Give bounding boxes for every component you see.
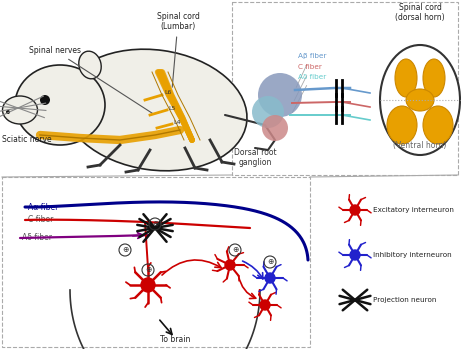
Ellipse shape — [395, 59, 417, 97]
Text: Sciatic nerve: Sciatic nerve — [2, 135, 52, 144]
Ellipse shape — [387, 106, 417, 144]
Text: ⊕: ⊕ — [152, 220, 158, 229]
Text: (dorsal horn): (dorsal horn) — [395, 13, 445, 22]
Ellipse shape — [423, 106, 453, 144]
Text: Inhibitory interneuron: Inhibitory interneuron — [373, 252, 452, 258]
Circle shape — [265, 273, 275, 283]
Text: Spinal cord
(Lumbar): Spinal cord (Lumbar) — [157, 12, 200, 87]
Ellipse shape — [79, 51, 101, 79]
Circle shape — [225, 260, 235, 270]
Circle shape — [262, 115, 288, 141]
Text: ⊕: ⊕ — [145, 266, 151, 275]
Text: Aδ fiber: Aδ fiber — [298, 74, 326, 80]
Text: ⊕: ⊕ — [267, 258, 273, 267]
Ellipse shape — [2, 96, 37, 124]
Text: Aδ fiber: Aδ fiber — [22, 232, 52, 242]
Text: C fiber: C fiber — [298, 64, 322, 70]
Text: Aβ fiber: Aβ fiber — [298, 53, 326, 59]
Text: L6: L6 — [164, 89, 171, 95]
Text: C fiber: C fiber — [28, 215, 53, 224]
Circle shape — [258, 73, 302, 117]
Ellipse shape — [63, 49, 247, 171]
Ellipse shape — [15, 65, 105, 145]
Circle shape — [141, 278, 155, 292]
Circle shape — [260, 300, 270, 310]
Circle shape — [40, 95, 50, 105]
Text: Dorsal root
ganglion: Dorsal root ganglion — [234, 148, 276, 168]
Text: Excitatory interneuron: Excitatory interneuron — [373, 207, 454, 213]
Text: (Ventral horn): (Ventral horn) — [393, 141, 447, 150]
Text: L4: L4 — [173, 120, 181, 126]
Circle shape — [350, 205, 360, 215]
Text: Spinal nerves: Spinal nerves — [29, 46, 153, 113]
Circle shape — [350, 250, 360, 260]
Text: Aα fiber: Aα fiber — [28, 202, 59, 211]
Text: ⊕: ⊕ — [122, 245, 128, 254]
Text: Projection neuron: Projection neuron — [373, 297, 437, 303]
Text: L5: L5 — [168, 105, 175, 111]
Text: Spinal cord: Spinal cord — [399, 3, 442, 12]
Ellipse shape — [406, 89, 434, 111]
Circle shape — [252, 96, 284, 128]
Text: To brain: To brain — [160, 335, 190, 344]
Text: ⊕: ⊕ — [232, 245, 238, 254]
Circle shape — [6, 110, 10, 114]
Ellipse shape — [423, 59, 445, 97]
Ellipse shape — [380, 45, 460, 155]
